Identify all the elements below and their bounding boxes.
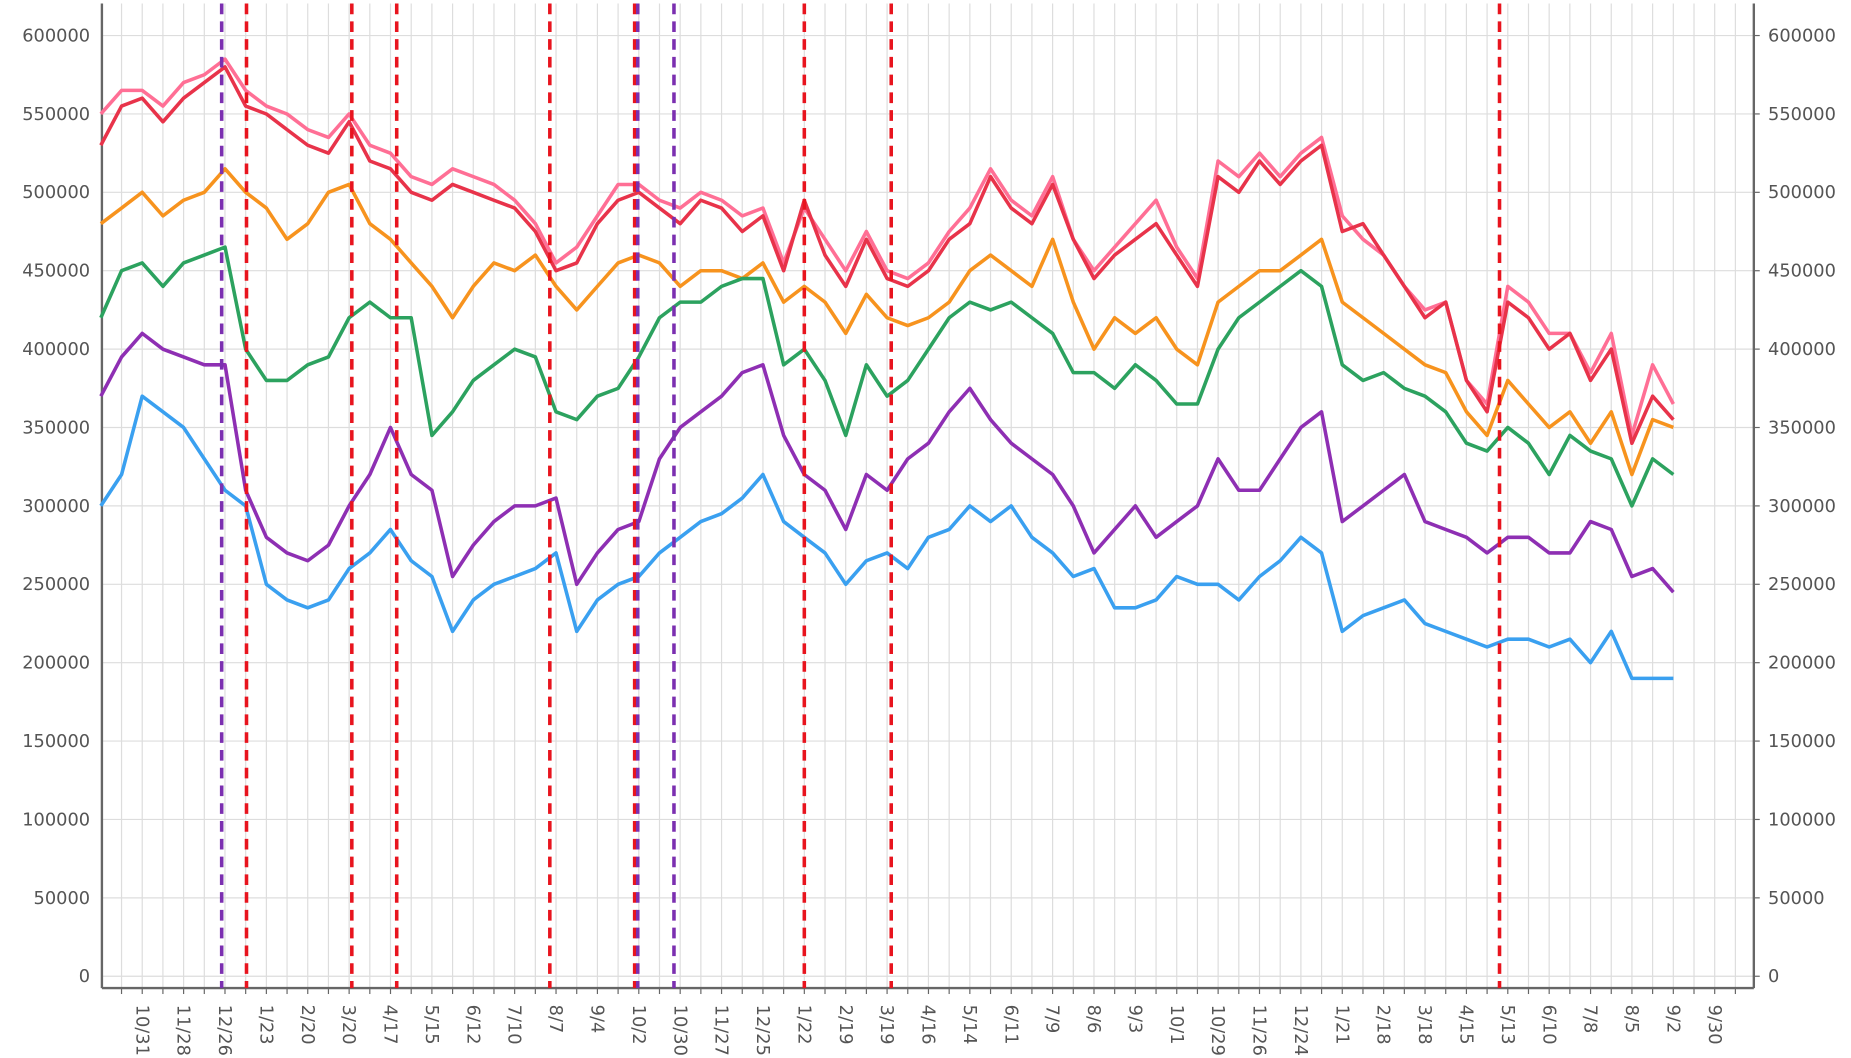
series-line [99, 394, 1674, 681]
x-tick-label: 12/24 [1290, 1005, 1310, 1056]
y2-tick-label: 550000 [1768, 105, 1836, 125]
y2-tick-label: 350000 [1768, 418, 1836, 438]
x-tick-label: 9/30 [1704, 1005, 1724, 1045]
y2-tick-label: 300000 [1768, 497, 1836, 517]
x-tick-label: 7/8 [1580, 1005, 1600, 1034]
x-tick-label: 2/19 [835, 1005, 855, 1045]
y-tick-label: 50000 [34, 889, 91, 909]
x-tick-label: 10/2 [628, 1005, 648, 1045]
y-tick-label: 500000 [22, 183, 90, 203]
x-tick-label: 6/10 [1538, 1005, 1558, 1045]
x-tick-label: 3/19 [876, 1005, 896, 1045]
x-tick-label: 2/20 [297, 1005, 317, 1045]
x-tick-label: 11/28 [173, 1005, 193, 1056]
y2-tick-label: 150000 [1768, 732, 1836, 752]
x-tick-label: 10/31 [131, 1005, 151, 1056]
y2-tick-label: 100000 [1768, 810, 1836, 830]
y2-tick-label: 200000 [1768, 654, 1836, 674]
y-tick-label: 450000 [22, 262, 90, 282]
x-tick-label: 8/7 [545, 1005, 565, 1034]
x-tick-label: 4/17 [380, 1005, 400, 1045]
x-tick-label: 12/25 [752, 1005, 772, 1056]
y-tick-label: 350000 [22, 418, 90, 438]
y2-tick-label: 450000 [1768, 262, 1836, 282]
x-tick-label: 9/2 [1662, 1005, 1682, 1034]
y-tick-label: 550000 [22, 105, 90, 125]
x-tick-label: 6/11 [1000, 1005, 1020, 1045]
x-tick-label: 1/21 [1331, 1005, 1351, 1045]
y2-tick-label: 600000 [1768, 26, 1836, 46]
x-tick-label: 11/27 [711, 1005, 731, 1056]
x-tick-label: 12/26 [214, 1005, 234, 1056]
x-tick-label: 8/5 [1621, 1005, 1641, 1034]
series-line [99, 245, 1675, 508]
x-tick-label: 8/6 [1083, 1005, 1103, 1034]
y-tick-label: 600000 [22, 26, 90, 46]
y2-tick-label: 500000 [1768, 183, 1836, 203]
x-tick-label: 7/10 [504, 1005, 524, 1045]
y-tick-label: 0 [79, 967, 90, 987]
x-tick-label: 10/1 [1166, 1005, 1186, 1045]
y-tick-label: 300000 [22, 497, 90, 517]
x-tick-label: 5/13 [1497, 1005, 1517, 1045]
y-tick-label: 100000 [22, 810, 90, 830]
x-tick-label: 3/20 [338, 1005, 358, 1045]
x-tick-label: 4/16 [918, 1005, 938, 1045]
y-tick-label: 400000 [22, 340, 90, 360]
x-tick-label: 6/12 [462, 1005, 482, 1045]
x-tick-label: 3/18 [1414, 1005, 1434, 1045]
y-tick-label: 150000 [22, 732, 90, 752]
y2-tick-label: 50000 [1768, 889, 1825, 909]
x-tick-label: 1/22 [793, 1005, 813, 1045]
y-tick-label: 250000 [22, 575, 90, 595]
x-tick-label: 1/23 [255, 1005, 275, 1045]
x-tick-label: 5/14 [959, 1005, 979, 1045]
x-tick-label: 9/3 [1124, 1005, 1144, 1034]
series-line [99, 331, 1675, 594]
y2-tick-label: 400000 [1768, 340, 1836, 360]
x-tick-label: 7/9 [1042, 1005, 1062, 1034]
y2-tick-label: 0 [1768, 967, 1779, 987]
x-tick-label: 4/15 [1455, 1005, 1475, 1045]
x-tick-label: 10/30 [669, 1005, 689, 1056]
series-line [99, 167, 1674, 477]
x-tick-label: 2/18 [1373, 1005, 1393, 1045]
y-tick-label: 200000 [22, 654, 90, 674]
series-line [99, 65, 1675, 445]
x-tick-label: 11/26 [1249, 1005, 1269, 1056]
y2-tick-label: 250000 [1768, 575, 1836, 595]
x-tick-label: 10/29 [1207, 1005, 1227, 1056]
x-tick-label: 5/15 [421, 1005, 441, 1045]
x-tick-label: 9/4 [586, 1005, 606, 1034]
